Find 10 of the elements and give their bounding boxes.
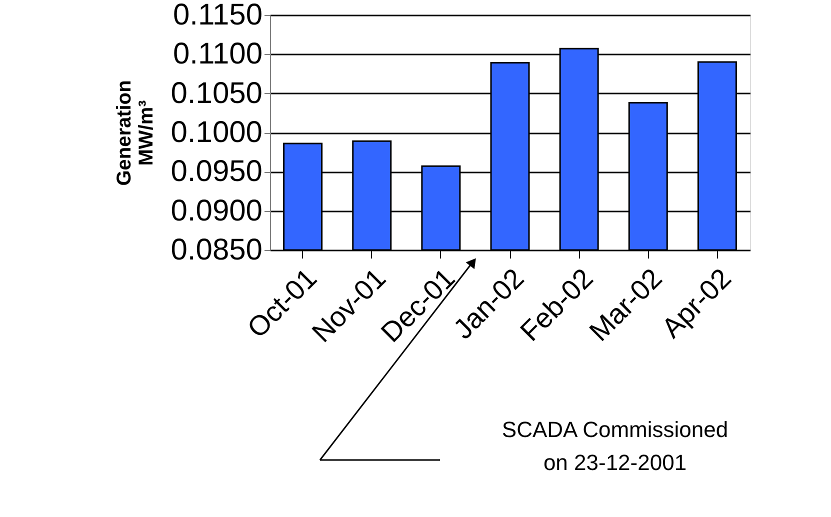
y-tick-label: 0.0850 (170, 234, 262, 266)
text: on 23-12-2001 (543, 450, 687, 475)
text: SCADA Commissioned (502, 417, 728, 442)
y-tick-label: 0.1150 (172, 0, 262, 32)
y-axis-title: Generation MW/m³ (114, 80, 158, 186)
y-tick-label: 0.0900 (170, 194, 262, 228)
y-tick-label: 0.1050 (170, 76, 262, 110)
y-tick-label: 0.1000 (170, 116, 262, 149)
y-tick-label: 0.0950 (170, 155, 262, 188)
y-tick-label: 0.1100 (172, 38, 262, 71)
